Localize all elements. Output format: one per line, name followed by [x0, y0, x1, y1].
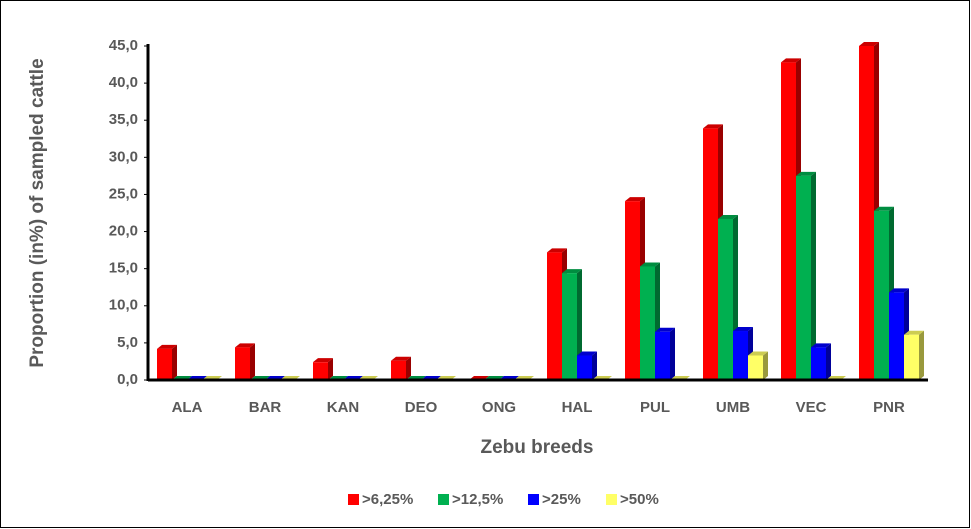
x-tick-label: HAL: [562, 399, 593, 416]
legend-label: >12,5%: [452, 491, 503, 508]
bar-top: [874, 206, 894, 211]
bar-top: [904, 330, 924, 335]
bar-top: [235, 343, 255, 348]
bar-top: [640, 262, 660, 267]
bar-top: [655, 327, 675, 332]
bar-side: [919, 330, 924, 380]
y-tick-label: 20,0: [109, 223, 138, 240]
bar-top: [157, 344, 177, 349]
bar-top: [718, 214, 738, 219]
bar: [859, 46, 874, 380]
bar-side: [577, 269, 582, 380]
x-tick-label: BAR: [249, 399, 282, 416]
legend-label: >50%: [620, 491, 659, 508]
bar-top: [748, 351, 768, 356]
bar-top: [889, 288, 909, 293]
bar-top: [391, 356, 411, 361]
legend-swatch: [438, 494, 449, 505]
y-tick-label: 0,0: [117, 371, 138, 388]
bar-side: [811, 171, 816, 380]
bar-side: [328, 358, 333, 380]
bar: [547, 252, 562, 380]
bar-side: [406, 356, 411, 380]
bar: [781, 62, 796, 380]
y-tick-label: 25,0: [109, 185, 138, 202]
x-tick-label: PNR: [873, 399, 905, 416]
bar: [625, 201, 640, 380]
x-tick-label: DEO: [405, 399, 438, 416]
bar-top: [811, 343, 831, 348]
x-tick-label: PUL: [640, 399, 670, 416]
x-tick-label: ALA: [172, 399, 203, 416]
bar: [874, 210, 889, 380]
x-tick-label: ONG: [482, 399, 516, 416]
bar-side: [826, 343, 831, 380]
bar-side: [592, 351, 597, 380]
bar-side: [172, 344, 177, 380]
legend-label: >25%: [542, 491, 581, 508]
bar-top: [547, 248, 567, 253]
bar: [796, 175, 811, 380]
x-tick-label: UMB: [716, 399, 750, 416]
bar: [562, 273, 577, 380]
bar: [811, 347, 826, 380]
bar: [157, 348, 172, 380]
bar: [718, 218, 733, 380]
y-axis-title: Proportion (in%) of sampled cattle: [27, 58, 48, 367]
bar-top: [733, 327, 753, 332]
legend-label: >6,25%: [362, 491, 413, 508]
legend-swatch: [348, 494, 359, 505]
x-tick-label: KAN: [327, 399, 360, 416]
bar: [313, 362, 328, 380]
x-tick-label: VEC: [796, 399, 827, 416]
bar-top: [625, 197, 645, 202]
bar: [235, 347, 250, 380]
bar-side: [250, 343, 255, 380]
y-tick-label: 10,0: [109, 297, 138, 314]
y-tick-label: 30,0: [109, 148, 138, 165]
bar-top: [562, 269, 582, 274]
bar-top: [577, 351, 597, 356]
bar-top: [703, 124, 723, 129]
bar: [640, 266, 655, 380]
bar-top: [781, 58, 801, 63]
bar-top: [796, 171, 816, 176]
bar: [577, 355, 592, 380]
x-axis-title: Zebu breeds: [481, 437, 594, 458]
bar: [904, 334, 919, 380]
bar-side: [670, 327, 675, 380]
legend-swatch: [528, 494, 539, 505]
bar-top: [859, 42, 879, 46]
y-tick-label: 45,0: [109, 37, 138, 54]
bar: [703, 128, 718, 380]
bar: [655, 331, 670, 380]
legend-swatch: [606, 494, 617, 505]
bar: [889, 292, 904, 380]
bar-top: [313, 358, 333, 363]
bar: [748, 355, 763, 380]
bar-side: [763, 351, 768, 380]
bar: [391, 360, 406, 380]
y-tick-label: 40,0: [109, 74, 138, 91]
y-tick-label: 5,0: [117, 334, 138, 351]
bar: [733, 331, 748, 380]
y-tick-label: 35,0: [109, 111, 138, 128]
y-tick-label: 15,0: [109, 260, 138, 277]
